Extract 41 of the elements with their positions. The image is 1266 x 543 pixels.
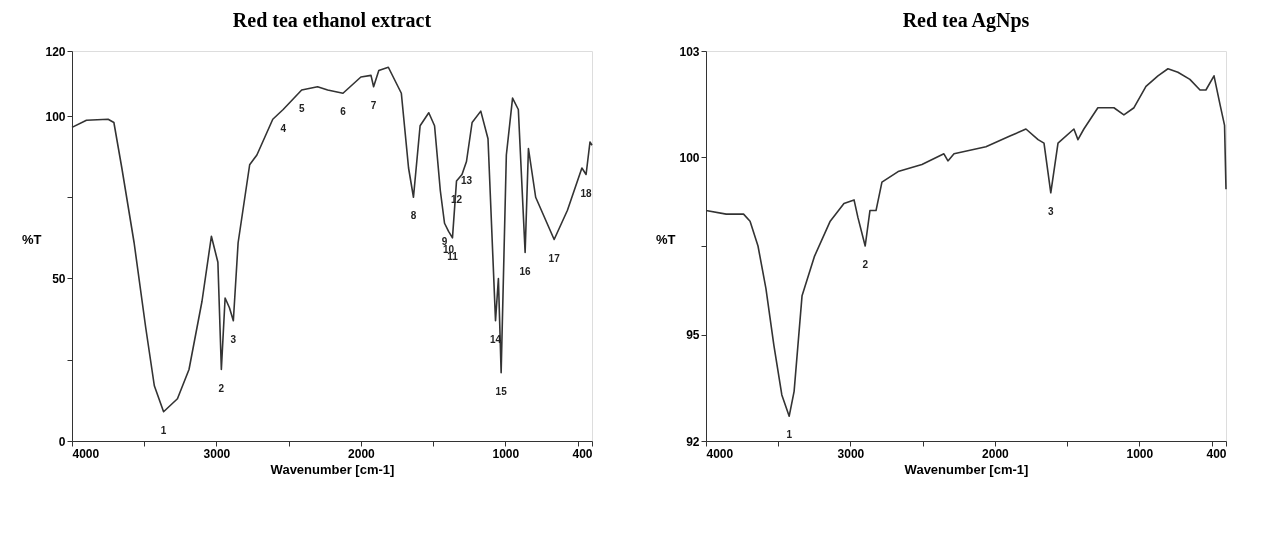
annotation: 7: [370, 99, 377, 111]
y-tick-label: 0: [58, 434, 66, 449]
y-axis-title: %T: [655, 231, 676, 247]
chart-title: Red tea AgNps: [902, 9, 1030, 32]
annotation: 3: [230, 333, 237, 345]
y-tick-label: 120: [45, 44, 66, 59]
y-tick-label: 92: [686, 434, 700, 449]
x-tick-label: 400: [1206, 446, 1227, 461]
x-axis-title: Wavenumber [cm-1]: [270, 461, 395, 477]
x-tick-label: 4000: [706, 446, 734, 461]
annotation: 15: [495, 385, 508, 397]
x-tick-label: 1000: [492, 446, 520, 461]
annotation: 2: [218, 382, 225, 394]
annotation: 8: [410, 210, 417, 222]
y-tick-label: 100: [679, 150, 700, 165]
annotation: 3: [1048, 205, 1055, 217]
annotation: 17: [548, 252, 561, 264]
chart-title: Red tea ethanol extract: [232, 9, 432, 31]
annotation: 16: [519, 265, 532, 277]
y-tick-label: 50: [52, 272, 66, 286]
annotation: 2: [862, 259, 869, 270]
annotation: 1: [160, 424, 167, 436]
annotation: 13: [460, 174, 473, 186]
y-tick-label: 103: [679, 44, 700, 59]
annotation: 1: [786, 429, 793, 441]
x-tick-label: 1000: [1126, 446, 1154, 461]
x-tick-label: 4000: [72, 446, 100, 461]
annotation: 6: [340, 106, 347, 118]
x-axis-title: Wavenumber [cm-1]: [904, 461, 1029, 477]
y-axis-title: %T: [21, 231, 42, 247]
annotation: 4: [280, 122, 287, 134]
annotation: 5: [298, 103, 305, 114]
x-tick-label: 400: [572, 446, 593, 461]
x-tick-label: 2000: [982, 446, 1010, 461]
annotation: 9: [441, 236, 448, 248]
x-tick-label: 2000: [348, 446, 376, 461]
x-tick-label: 3000: [837, 446, 865, 461]
x-tick-label: 3000: [203, 446, 231, 461]
y-tick-label: 95: [686, 328, 700, 343]
annotation: 18: [580, 187, 593, 199]
y-tick-label: 100: [45, 109, 66, 124]
